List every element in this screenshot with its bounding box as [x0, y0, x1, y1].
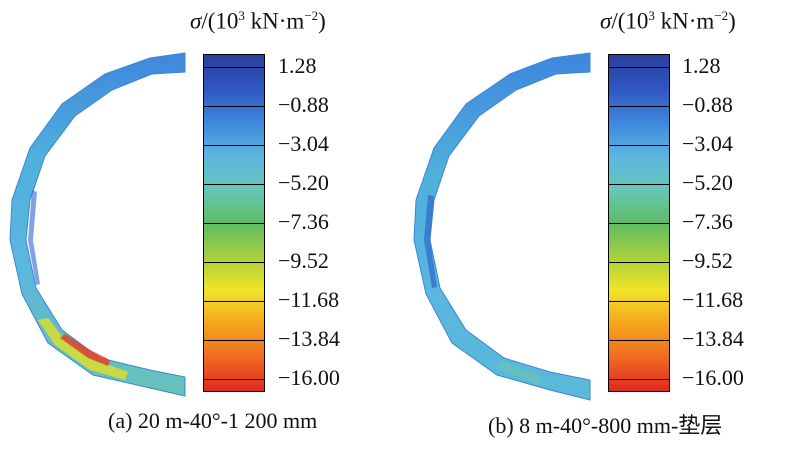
colorbar-tick-label: −7.36: [682, 209, 733, 234]
panel-a: σ/(103 kN·m−2) (a) 20 m-40°-1 200 mm 1.2…: [9, 8, 340, 433]
colorbar-tick-line: [609, 67, 669, 68]
colorbar-tick-line: [204, 106, 264, 107]
colorbar-tick-label: −9.52: [278, 248, 329, 273]
colorbar-tick-line: [609, 379, 669, 380]
colorbar-tick-line: [204, 184, 264, 185]
stress-contour-plot-a: [9, 52, 186, 397]
caption-b: (b) 8 m-40°-800 mm-垫层: [488, 413, 723, 438]
colorbar-b: [608, 54, 670, 392]
panel-b: σ/(103 kN·m−2) (b) 8 m-40°-800 mm-垫层 1.2…: [400, 0, 800, 450]
colorbar-tick-line: [204, 223, 264, 224]
dark-band-b: [424, 195, 437, 288]
colorbar-tick-label: −5.20: [682, 170, 733, 195]
colorbar-tick-line: [204, 145, 264, 146]
colorbar-tick-label: −11.68: [278, 287, 340, 312]
colorbar-tick-label: −0.88: [278, 92, 329, 117]
colorbar-tick-label: −0.88: [682, 92, 733, 117]
colorbar-tick-label: −5.20: [278, 170, 329, 195]
colorbar-tick-line: [609, 223, 669, 224]
stress-peak-band-a: [60, 334, 110, 366]
dark-band-a: [28, 190, 40, 285]
legend-title-b: σ/(103 kN·m−2): [600, 8, 736, 34]
colorbar-tick-label: −3.04: [278, 131, 329, 156]
colorbar-tick-line: [204, 262, 264, 263]
colorbar-tick-line: [609, 262, 669, 263]
colorbar-a: [203, 54, 265, 392]
stress-contour-plot-b: [413, 52, 591, 401]
colorbar-tick-line: [204, 67, 264, 68]
colorbar-tick-label: −7.36: [278, 209, 329, 234]
legend-title-a: σ/(103 kN·m−2): [190, 8, 326, 34]
colorbar-tick-line: [609, 145, 669, 146]
tunnel-ring-a: [9, 52, 186, 397]
colorbar-tick-label: 1.28: [278, 53, 317, 78]
colorbar-tick-line: [609, 301, 669, 302]
colorbar-tick-line: [204, 379, 264, 380]
colorbar-tick-label: −3.04: [682, 131, 733, 156]
teal-band-b: [495, 360, 542, 385]
caption-a: (a) 20 m-40°-1 200 mm: [108, 408, 318, 433]
colorbar-tick-label: −16.00: [682, 365, 744, 390]
colorbar-tick-line: [609, 184, 669, 185]
colorbar-tick-line: [204, 301, 264, 302]
colorbar-tick-label: −11.68: [682, 287, 744, 312]
colorbar-tick-line: [204, 340, 264, 341]
tunnel-ring-b: [413, 52, 591, 401]
colorbar-tick-label: −13.84: [682, 326, 744, 351]
colorbar-tick-label: −16.00: [278, 365, 340, 390]
colorbar-tick-label: −9.52: [682, 248, 733, 273]
colorbar-tick-line: [609, 106, 669, 107]
colorbar-tick-label: −13.84: [278, 326, 340, 351]
colorbar-tick-label: 1.28: [682, 53, 721, 78]
colorbar-tick-line: [609, 340, 669, 341]
